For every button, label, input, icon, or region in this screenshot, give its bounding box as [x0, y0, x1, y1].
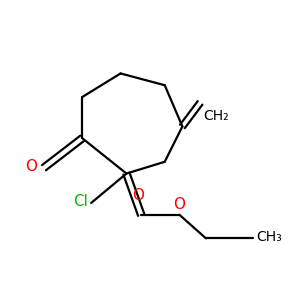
Text: O: O	[25, 159, 37, 174]
Text: O: O	[132, 188, 144, 203]
Text: CH₂: CH₂	[203, 109, 229, 123]
Text: Cl: Cl	[73, 194, 88, 209]
Text: O: O	[173, 197, 185, 212]
Text: CH₃: CH₃	[256, 230, 282, 244]
